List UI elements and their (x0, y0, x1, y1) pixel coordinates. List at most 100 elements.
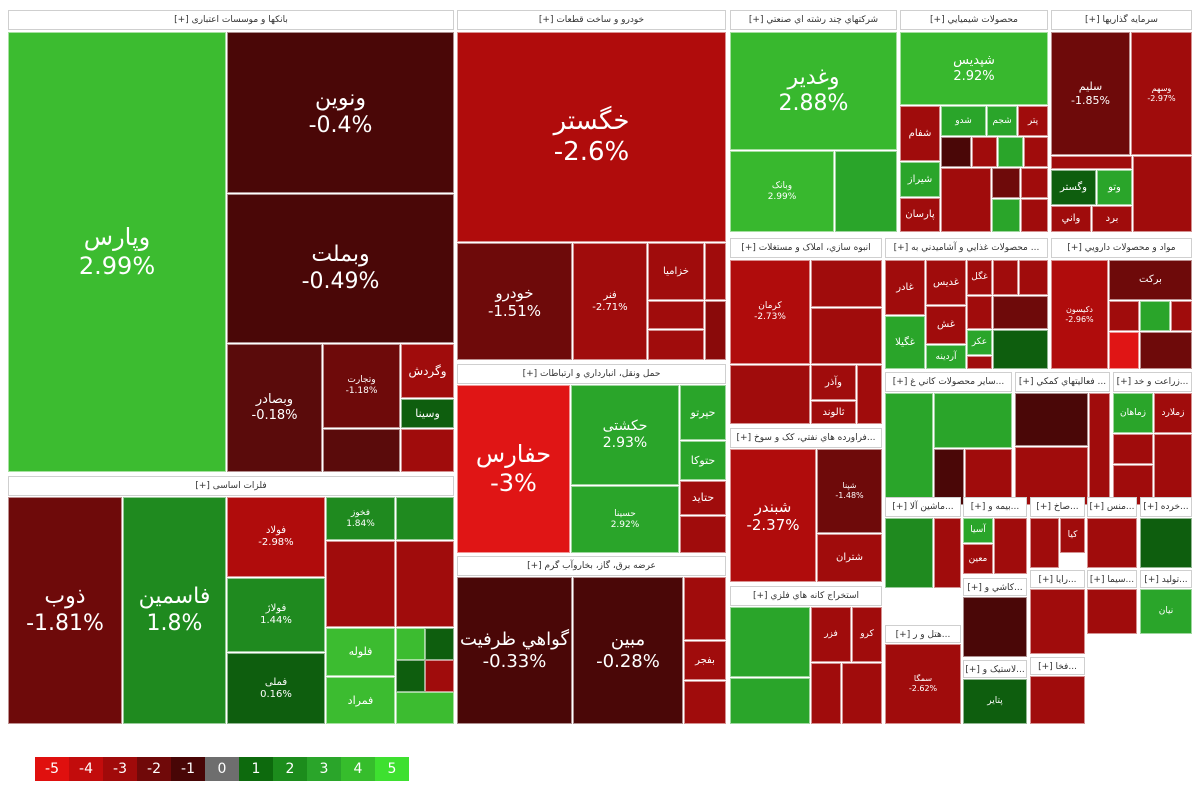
treemap-tile[interactable] (396, 541, 454, 627)
treemap-tile[interactable] (1051, 156, 1132, 169)
treemap-tile[interactable] (1030, 518, 1059, 568)
treemap-tile[interactable] (934, 518, 961, 588)
treemap-tile[interactable] (1133, 156, 1192, 232)
stock-tile[interactable]: کيا (1060, 518, 1085, 553)
stock-tile[interactable]: فنر -2.71% (573, 243, 647, 360)
treemap-tile[interactable] (811, 663, 841, 724)
stock-tile[interactable]: فزر (811, 607, 851, 662)
stock-tile[interactable]: غديس (926, 260, 966, 305)
treemap-tile[interactable] (972, 137, 997, 167)
stock-tile[interactable]: حسينا 2.92% (571, 486, 679, 553)
stock-tile[interactable]: پتر (1018, 106, 1048, 136)
treemap-tile[interactable] (425, 628, 454, 660)
treemap-tile[interactable] (1089, 393, 1110, 505)
sector-header[interactable]: ...صاخ [+] (1030, 497, 1085, 517)
treemap-tile[interactable] (963, 597, 1027, 657)
stock-tile[interactable]: فولاد -2.98% (227, 497, 325, 577)
treemap-tile[interactable] (998, 137, 1023, 167)
sector-header[interactable]: ... محصولات غذايي و آشاميدني به [+] (885, 238, 1048, 258)
treemap-tile[interactable] (1021, 168, 1048, 198)
treemap-tile[interactable] (885, 518, 933, 588)
stock-tile[interactable]: شدو (941, 106, 986, 136)
sector-header[interactable]: انبوه سازي، املاک و مستغلات [+] (730, 238, 882, 258)
sector-header[interactable]: ...فخا [+] (1030, 657, 1085, 675)
treemap-tile[interactable] (1087, 518, 1137, 568)
stock-tile[interactable]: شجم (987, 106, 1017, 136)
stock-tile[interactable]: وگردش (401, 344, 454, 398)
treemap-tile[interactable] (934, 393, 1012, 448)
stock-tile[interactable]: پارسان (900, 198, 940, 232)
stock-tile[interactable]: وآذر (811, 365, 856, 400)
treemap-tile[interactable] (648, 330, 704, 360)
sector-header[interactable]: ... فعاليتهاي کمکي [+] (1015, 372, 1110, 392)
stock-tile[interactable]: خزاميا (648, 243, 704, 300)
stock-tile[interactable]: شبندر -2.37% (730, 449, 816, 582)
stock-tile[interactable]: گواهي ظرفيت -0.33% (457, 577, 572, 724)
stock-tile[interactable]: سليم -1.85% (1051, 32, 1130, 155)
sector-header[interactable]: بانکها و موسسات اعتباری [+] (8, 10, 454, 30)
stock-tile[interactable]: فملی 0.16% (227, 653, 325, 724)
stock-tile[interactable]: پتاير (963, 679, 1027, 724)
stock-tile[interactable]: کرمان -2.73% (730, 260, 810, 364)
stock-tile[interactable]: سمگا -2.62% (885, 644, 961, 724)
treemap-tile[interactable] (811, 308, 882, 364)
stock-tile[interactable]: شفام (900, 106, 940, 161)
stock-tile[interactable]: حکشتی 2.93% (571, 385, 679, 485)
treemap-tile[interactable] (941, 137, 971, 167)
sector-header[interactable]: استخراج کانه هاي فلزي [+] (730, 586, 882, 606)
treemap-tile[interactable] (326, 541, 395, 627)
stock-tile[interactable]: ونوین -0.4% (227, 32, 454, 193)
stock-tile[interactable]: کرو (852, 607, 882, 662)
stock-tile[interactable]: برکت (1109, 260, 1192, 300)
treemap-tile[interactable] (1140, 301, 1170, 331)
treemap-tile[interactable] (1030, 589, 1085, 654)
stock-tile[interactable]: وسهم -2.97% (1131, 32, 1192, 155)
sector-header[interactable]: ...سيما [+] (1087, 570, 1137, 588)
sector-header[interactable]: ...لاستيک و [+] (963, 660, 1027, 678)
stock-tile[interactable]: مبين -0.28% (573, 577, 683, 724)
sector-header[interactable]: حمل ونقل، انبارداري و ارتباطات [+] (457, 364, 726, 384)
stock-tile[interactable]: غگيلا (885, 316, 925, 369)
stock-tile[interactable]: شپنا -1.48% (817, 449, 882, 533)
stock-tile[interactable]: غگل (967, 260, 992, 295)
stock-tile[interactable]: دکيسون -2.96% (1051, 260, 1108, 369)
sector-header[interactable]: ...رايا [+] (1030, 570, 1085, 588)
treemap-tile[interactable] (1015, 393, 1088, 446)
stock-tile[interactable]: شيراز (900, 162, 940, 197)
treemap-tile[interactable] (684, 681, 726, 724)
sector-header[interactable]: ...هتل و ر [+] (885, 625, 961, 643)
treemap-tile[interactable] (730, 607, 810, 677)
sector-header[interactable]: ...فراورده هاي نفتي، کک و سوخ [+] (730, 428, 882, 448)
treemap-tile[interactable] (1021, 199, 1048, 232)
treemap-tile[interactable] (1030, 676, 1085, 724)
treemap-tile[interactable] (396, 497, 454, 540)
treemap-tile[interactable] (396, 692, 454, 724)
stock-tile[interactable]: فخوز 1.84% (326, 497, 395, 540)
treemap-tile[interactable] (730, 365, 810, 424)
stock-tile[interactable]: وبصادر -0.18% (227, 344, 322, 472)
stock-tile[interactable]: فاسمين 1.8% (123, 497, 226, 724)
stock-tile[interactable]: غش (926, 306, 966, 344)
stock-tile[interactable]: زملارد (1154, 393, 1192, 433)
stock-tile[interactable]: وغدير 2.88% (730, 32, 897, 150)
treemap-tile[interactable] (1087, 589, 1137, 634)
treemap-tile[interactable] (1154, 434, 1192, 505)
treemap-tile[interactable] (965, 449, 1012, 505)
treemap-tile[interactable] (648, 301, 704, 329)
treemap-tile[interactable] (835, 151, 897, 232)
stock-tile[interactable]: آردينه (926, 345, 966, 369)
stock-tile[interactable]: ثالوند (811, 401, 856, 424)
stock-tile[interactable]: فمراد (326, 677, 395, 724)
stock-tile[interactable]: وتجارت -1.18% (323, 344, 400, 428)
treemap-tile[interactable] (1109, 301, 1139, 331)
stock-tile[interactable]: وپارس 2.99% (8, 32, 226, 472)
stock-tile[interactable]: بفجر (684, 641, 726, 680)
treemap-tile[interactable] (401, 429, 454, 472)
treemap-tile[interactable] (857, 365, 882, 424)
treemap-tile[interactable] (680, 516, 726, 553)
treemap-tile[interactable] (934, 449, 964, 505)
treemap-tile[interactable] (1024, 137, 1048, 167)
sector-header[interactable]: ...خرده [+] (1140, 497, 1192, 517)
treemap-tile[interactable] (994, 518, 1027, 574)
treemap-tile[interactable] (1113, 434, 1153, 464)
